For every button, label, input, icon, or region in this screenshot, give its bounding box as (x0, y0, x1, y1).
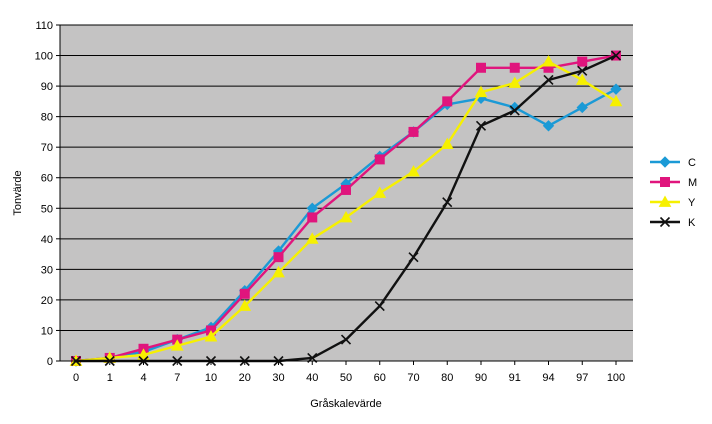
data-point-y (238, 299, 252, 311)
data-point-y (440, 137, 454, 150)
y-tick-label: 10 (41, 325, 53, 337)
x-tick-label: 91 (509, 372, 521, 384)
y-tick-label: 60 (41, 173, 53, 185)
legend-marker-y (658, 195, 672, 207)
legend-label-c: C (688, 157, 696, 169)
legend-marker-m (660, 177, 670, 187)
data-point-m (374, 154, 385, 165)
data-point-c (509, 101, 521, 114)
data-point-k (543, 74, 554, 86)
data-point-y (305, 232, 319, 244)
data-point-c (610, 83, 622, 95)
data-point-k (442, 197, 453, 208)
y-tick-label: 0 (47, 356, 53, 368)
data-point-k (509, 105, 520, 116)
data-point-m (341, 184, 351, 195)
x-tick-label: 30 (272, 372, 284, 384)
x-tick-label: 94 (542, 372, 554, 384)
data-point-m (273, 252, 284, 263)
y-axis-title: Tonvärde (12, 170, 24, 215)
legend-label-k: K (688, 217, 696, 229)
data-point-k (610, 50, 622, 61)
data-point-y (204, 330, 218, 342)
x-tick-label: 10 (205, 372, 217, 384)
y-tick-label: 90 (41, 81, 53, 93)
data-point-m (442, 96, 453, 107)
legend-label-m: M (688, 177, 697, 189)
data-point-m (307, 212, 318, 223)
data-point-y (170, 339, 184, 351)
y-tick-label: 30 (41, 264, 53, 276)
x-tick-label: 20 (239, 372, 251, 384)
data-point-m (408, 126, 419, 137)
data-point-y (407, 165, 420, 177)
x-tick-label: 100 (607, 372, 625, 384)
data-point-y (339, 210, 353, 223)
x-tick-label: 40 (306, 372, 318, 384)
data-point-y (542, 55, 555, 67)
y-axis-ticks: 0 10 20 30 40 50 60 70 80 90 100 110 (35, 20, 60, 368)
y-tick-label: 40 (41, 234, 53, 246)
data-point-y (508, 76, 522, 88)
data-point-m (476, 62, 486, 73)
legend-marker-c (659, 156, 671, 168)
legend-marker-k (659, 216, 671, 228)
x-tick-label: 97 (576, 372, 588, 384)
y-tick-label: 110 (35, 20, 53, 32)
y-tick-label: 20 (41, 295, 53, 307)
data-point-y (137, 348, 150, 360)
legend-label-y: Y (688, 197, 696, 209)
data-point-y (609, 94, 623, 107)
data-point-c (576, 101, 588, 114)
data-point-y (373, 186, 387, 198)
data-point-y (575, 73, 589, 85)
x-tick-label: 4 (140, 372, 146, 384)
data-point-m (239, 288, 250, 299)
data-point-m (509, 62, 520, 73)
y-tick-label: 50 (41, 203, 53, 215)
x-axis-ticks: 0 1 4 7 10 20 30 40 50 60 70 80 90 91 94 97 100 (73, 361, 625, 384)
x-tick-label: 60 (374, 372, 386, 384)
y-tick-label: 70 (41, 142, 53, 154)
data-point-k (408, 252, 419, 263)
gridlines (60, 24, 633, 331)
data-point-k (577, 65, 588, 76)
y-tick-label: 80 (41, 112, 53, 124)
data-point-k (374, 300, 385, 312)
data-point-c (542, 120, 555, 132)
data-point-y (474, 85, 488, 98)
y-tick-label: 100 (35, 51, 53, 63)
x-tick-label: 70 (407, 372, 419, 384)
x-tick-label: 1 (107, 372, 113, 384)
x-tick-label: 7 (174, 372, 180, 384)
data-point-y (272, 265, 285, 278)
data-point-m (577, 56, 588, 67)
x-tick-label: 90 (475, 372, 487, 384)
data-point-k (475, 120, 487, 131)
x-tick-label: 80 (441, 372, 453, 384)
x-axis-title: Gråskalevärde (310, 398, 382, 410)
x-tick-label: 0 (73, 372, 79, 384)
data-point-k (340, 334, 352, 345)
x-tick-label: 50 (340, 372, 352, 384)
